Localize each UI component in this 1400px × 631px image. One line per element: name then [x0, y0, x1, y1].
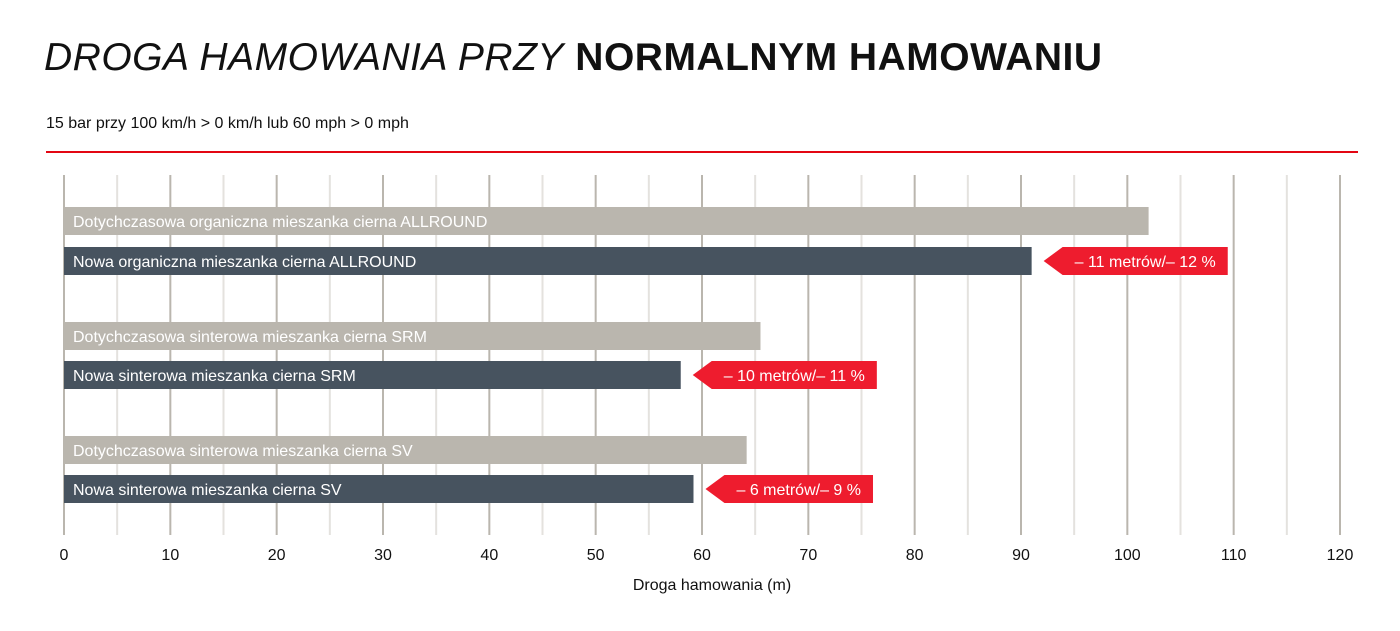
difference-annotation: – 11 metrów/– 12 % [1075, 254, 1216, 271]
chart-title: DROGA HAMOWANIA PRZY NORMALNYM HAMOWANIU [44, 36, 1103, 80]
x-tick-label: 110 [1221, 547, 1247, 564]
bar-new [64, 361, 681, 389]
bar-previous [64, 436, 747, 464]
x-tick-label: 90 [1012, 547, 1030, 564]
x-tick-label: 80 [906, 547, 924, 564]
bar-label: Nowa sinterowa mieszanka cierna SRM [73, 368, 356, 385]
bar-previous [64, 322, 761, 350]
x-tick-label: 120 [1327, 547, 1354, 564]
x-tick-label: 100 [1114, 547, 1141, 564]
x-tick-label: 0 [60, 547, 69, 564]
x-tick-label: 40 [480, 547, 498, 564]
bar-label: Nowa organiczna mieszanka cierna ALLROUN… [73, 254, 416, 271]
bar-label: Dotychczasowa sinterowa mieszanka cierna… [73, 329, 427, 346]
difference-arrow [1043, 247, 1228, 275]
title-divider [46, 151, 1358, 153]
chart-subtitle: 15 bar przy 100 km/h > 0 km/h lub 60 mph… [46, 115, 409, 132]
bar-label: Dotychczasowa sinterowa mieszanka cierna… [73, 443, 413, 460]
x-tick-label: 50 [587, 547, 605, 564]
x-axis-label: Droga hamowania (m) [633, 577, 791, 594]
difference-arrow [692, 361, 877, 389]
x-tick-label: 20 [268, 547, 286, 564]
x-tick-label: 10 [161, 547, 179, 564]
bar-label: Nowa sinterowa mieszanka cierna SV [73, 482, 342, 499]
title-bold: NORMALNYM HAMOWANIU [575, 36, 1103, 79]
x-tick-label: 70 [799, 547, 817, 564]
difference-annotation: – 6 metrów/– 9 % [736, 482, 861, 499]
difference-annotation: – 10 metrów/– 11 % [724, 368, 865, 385]
x-tick-label: 60 [693, 547, 711, 564]
bar-new [64, 247, 1032, 275]
x-tick-label: 30 [374, 547, 392, 564]
bar-label: Dotychczasowa organiczna mieszanka ciern… [73, 214, 487, 231]
bar-previous [64, 207, 1149, 235]
bar-new [64, 475, 694, 503]
difference-arrow [705, 475, 873, 503]
title-light: DROGA HAMOWANIA PRZY [44, 36, 564, 79]
